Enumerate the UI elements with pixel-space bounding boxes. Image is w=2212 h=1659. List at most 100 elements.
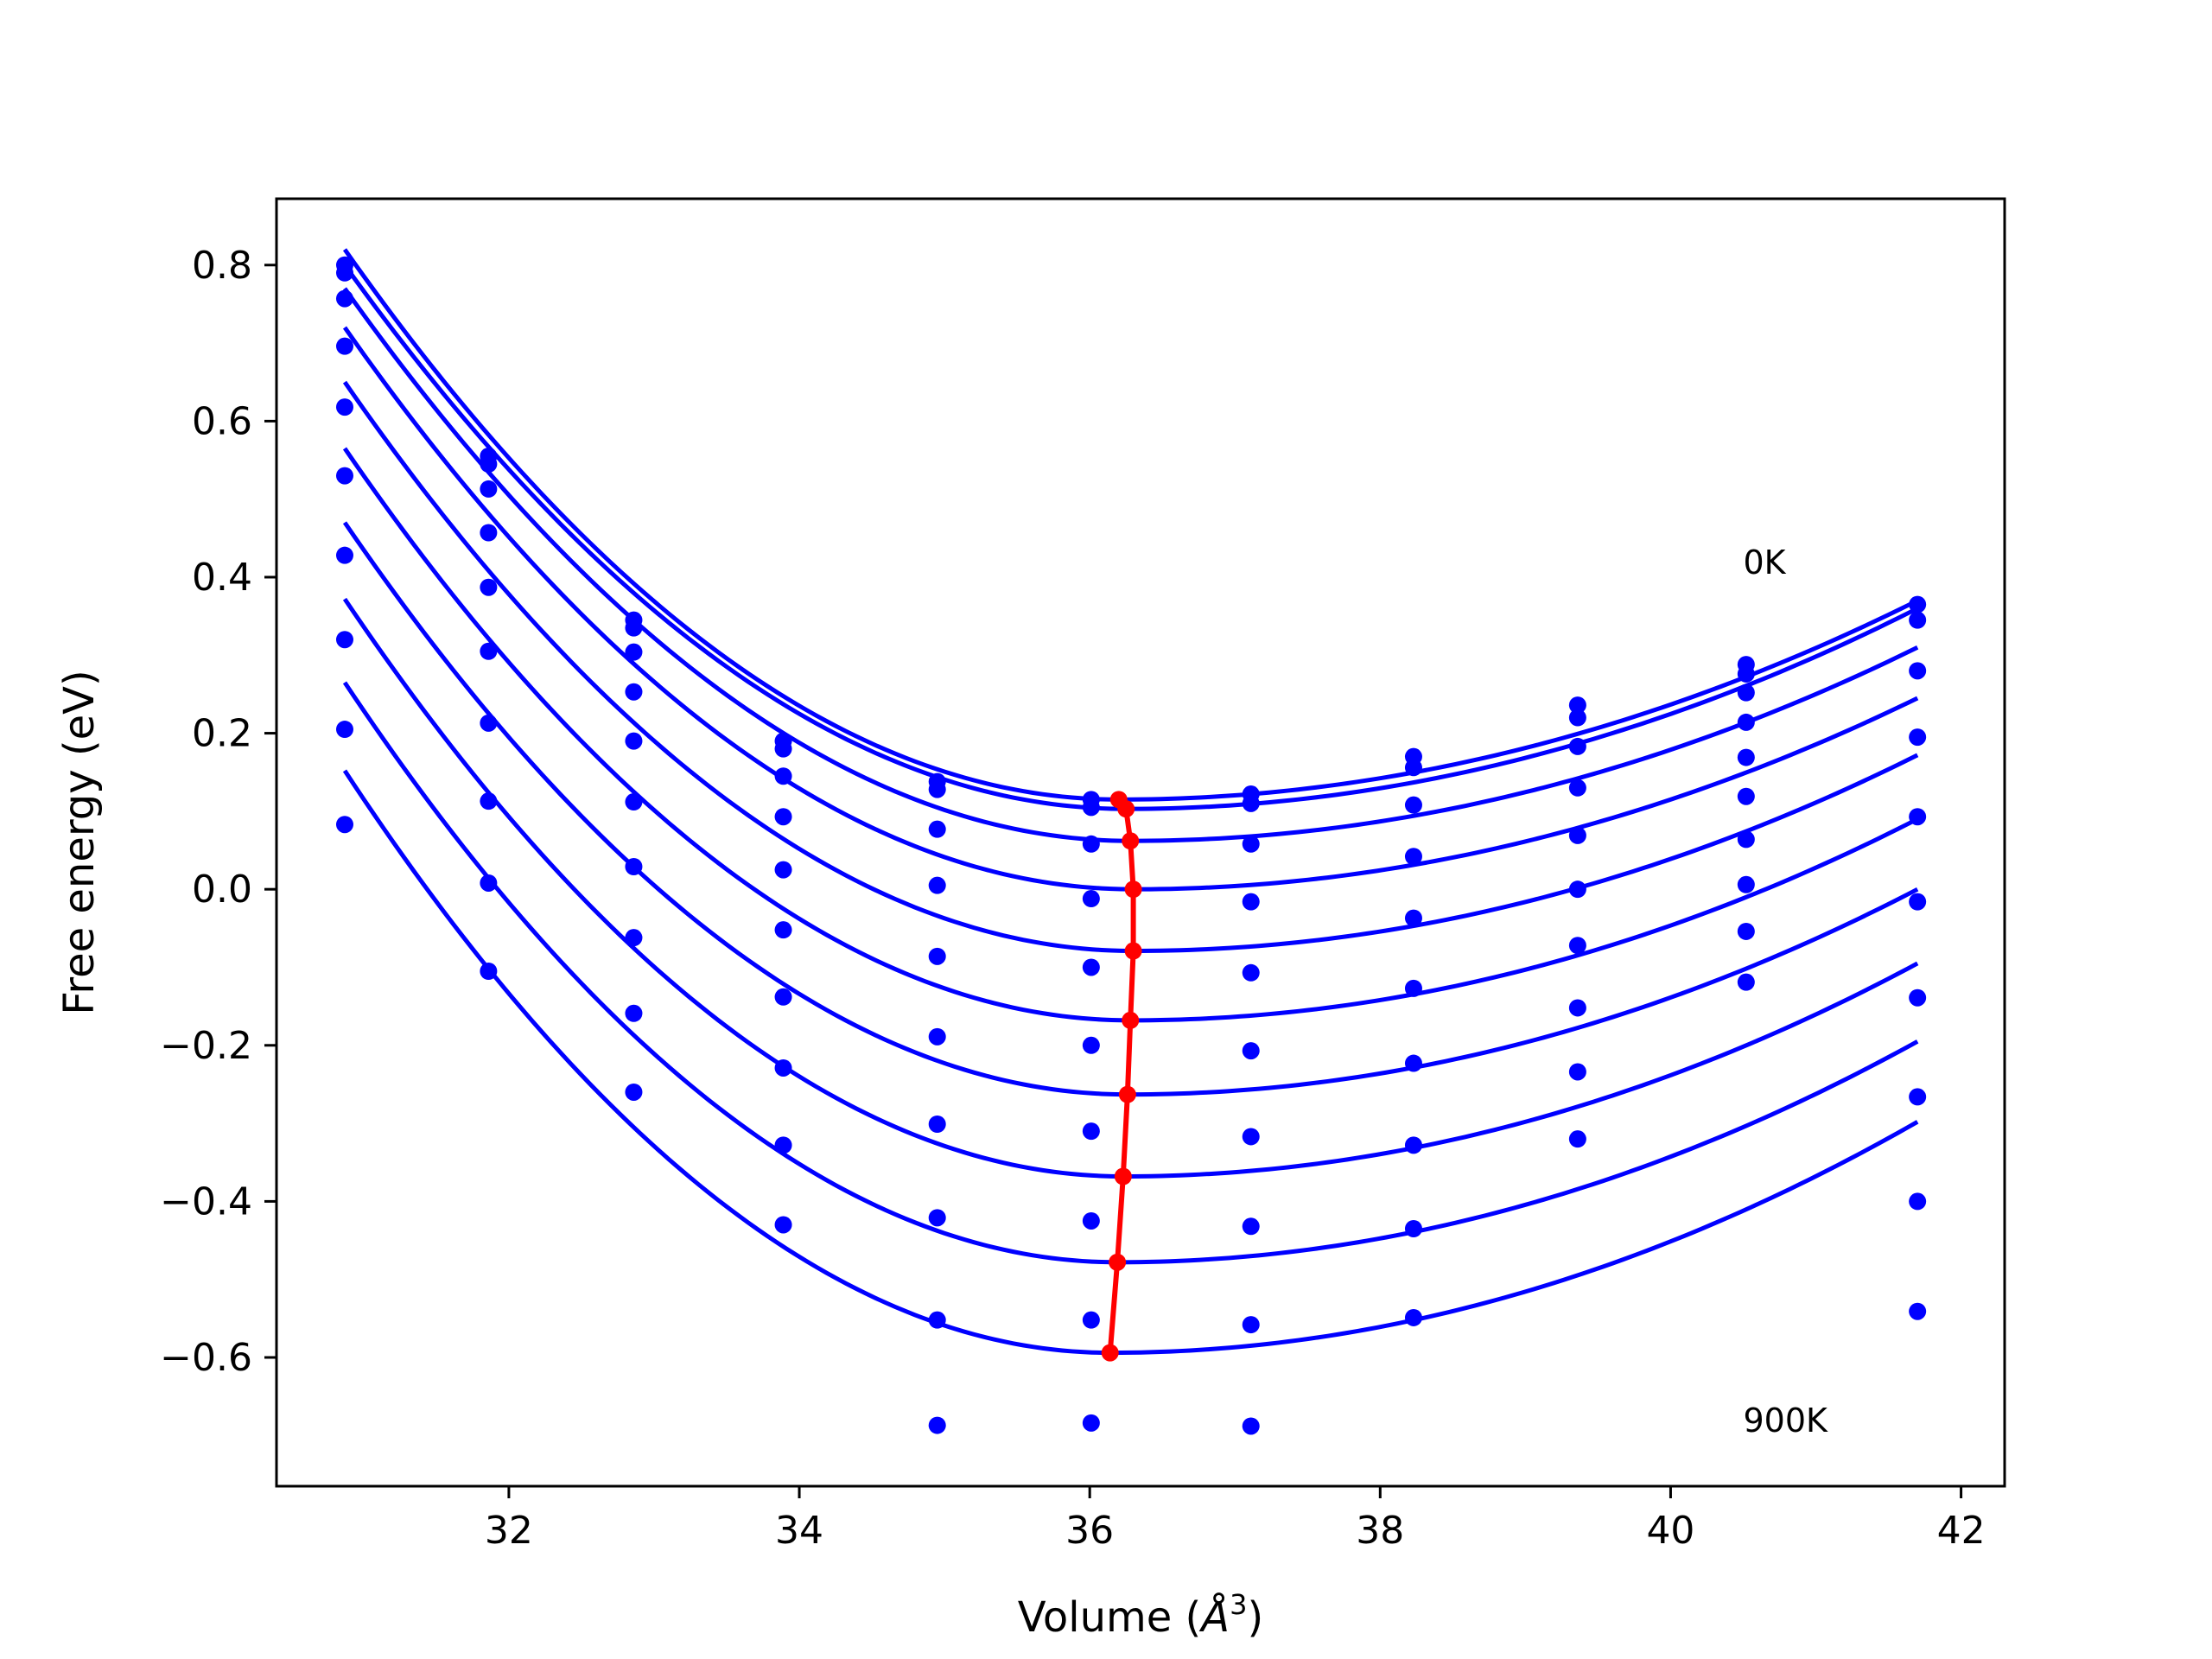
data-point-2-1 bbox=[480, 480, 498, 498]
data-point-4-8 bbox=[1568, 826, 1586, 844]
y-axis-label: Free energy (eV) bbox=[55, 670, 104, 1014]
data-point-7-1 bbox=[480, 792, 498, 810]
minimum-path-point-2 bbox=[1122, 832, 1140, 850]
x-tick-label-5: 42 bbox=[1937, 1509, 1986, 1553]
data-point-1-10 bbox=[1909, 611, 1927, 629]
minimum-path-point-4 bbox=[1124, 942, 1142, 960]
y-tick-label-5: 0.4 bbox=[192, 556, 252, 600]
y-tick-label-2: −0.2 bbox=[160, 1024, 252, 1068]
data-point-3-8 bbox=[1568, 779, 1586, 797]
data-point-7-7 bbox=[1404, 1136, 1422, 1154]
y-tick-label-6: 0.6 bbox=[192, 399, 252, 443]
data-point-5-1 bbox=[480, 642, 498, 660]
y-tick-label-0: −0.6 bbox=[160, 1336, 252, 1380]
data-point-8-3 bbox=[774, 1136, 792, 1154]
data-point-7-8 bbox=[1568, 999, 1586, 1017]
data-point-9-9 bbox=[1737, 973, 1755, 991]
data-point-1-6 bbox=[1242, 794, 1260, 812]
data-point-8-6 bbox=[1242, 1316, 1260, 1334]
data-point-9-8 bbox=[1568, 1130, 1586, 1148]
data-point-4-5 bbox=[1082, 958, 1100, 976]
data-point-1-8 bbox=[1568, 709, 1586, 727]
data-point-1-7 bbox=[1404, 759, 1422, 777]
data-point-1-5 bbox=[1082, 798, 1100, 817]
data-point-1-3 bbox=[774, 740, 792, 758]
data-point-1-1 bbox=[480, 455, 498, 474]
data-point-2-2 bbox=[625, 643, 643, 661]
data-point-5-10 bbox=[1909, 893, 1927, 911]
fit-curve-8 bbox=[342, 681, 1919, 1265]
data-point-4-3 bbox=[774, 861, 792, 879]
data-point-8-9 bbox=[1737, 922, 1755, 940]
y-tick-label-7: 0.8 bbox=[192, 244, 252, 288]
data-point-6-1 bbox=[480, 714, 498, 732]
data-point-6-3 bbox=[774, 988, 792, 1006]
data-point-3-10 bbox=[1909, 728, 1927, 747]
data-point-7-0 bbox=[335, 631, 353, 649]
data-point-6-5 bbox=[1082, 1122, 1100, 1141]
data-point-3-9 bbox=[1737, 713, 1755, 731]
data-point-7-2 bbox=[625, 929, 643, 947]
y-tick-label-3: 0.0 bbox=[192, 868, 252, 912]
data-point-5-4 bbox=[928, 1027, 946, 1046]
minimum-path-point-7 bbox=[1114, 1167, 1132, 1185]
data-point-2-5 bbox=[1082, 835, 1100, 853]
data-point-3-6 bbox=[1242, 893, 1260, 911]
data-point-5-7 bbox=[1404, 979, 1422, 997]
x-axis-label-suffix: ) bbox=[1247, 1593, 1263, 1642]
data-point-6-4 bbox=[928, 1115, 946, 1133]
data-point-3-0 bbox=[335, 337, 353, 355]
plot-area bbox=[335, 248, 1927, 1435]
x-tick-label-0: 32 bbox=[485, 1509, 533, 1553]
minimum-path-point-5 bbox=[1122, 1011, 1140, 1029]
data-point-9-10 bbox=[1909, 1302, 1927, 1320]
fit-curve-0 bbox=[342, 248, 1919, 802]
data-point-4-7 bbox=[1404, 909, 1422, 927]
data-point-4-1 bbox=[480, 578, 498, 596]
data-point-7-6 bbox=[1242, 1217, 1260, 1236]
data-point-1-0 bbox=[335, 264, 353, 282]
data-point-2-6 bbox=[1242, 835, 1260, 853]
data-point-3-3 bbox=[774, 808, 792, 826]
x-axis-label: Volume (Å3) bbox=[1018, 1588, 1263, 1642]
data-point-1-4 bbox=[928, 780, 946, 798]
data-point-8-10 bbox=[1909, 1192, 1927, 1211]
data-point-0-10 bbox=[1909, 595, 1927, 613]
data-point-7-3 bbox=[774, 1058, 792, 1077]
data-point-4-6 bbox=[1242, 963, 1260, 982]
data-point-9-6 bbox=[1242, 1417, 1260, 1435]
data-point-5-2 bbox=[625, 793, 643, 811]
data-point-9-5 bbox=[1082, 1414, 1100, 1432]
data-point-3-5 bbox=[1082, 890, 1100, 908]
x-tick-label-2: 36 bbox=[1065, 1509, 1114, 1553]
data-point-7-10 bbox=[1909, 1088, 1927, 1106]
data-point-8-5 bbox=[1082, 1311, 1100, 1329]
data-point-8-2 bbox=[625, 1004, 643, 1022]
data-point-1-9 bbox=[1737, 664, 1755, 683]
data-point-2-10 bbox=[1909, 662, 1927, 680]
data-point-2-7 bbox=[1404, 796, 1422, 814]
data-point-6-9 bbox=[1737, 830, 1755, 849]
y-tick-label-4: 0.2 bbox=[192, 712, 252, 756]
minimum-path-point-6 bbox=[1118, 1085, 1136, 1103]
data-point-6-7 bbox=[1404, 1054, 1422, 1072]
data-point-9-1 bbox=[480, 963, 498, 980]
data-point-2-3 bbox=[774, 767, 792, 785]
minimum-path-point-9 bbox=[1101, 1344, 1119, 1362]
data-point-2-8 bbox=[1568, 737, 1586, 755]
data-point-3-4 bbox=[928, 876, 946, 894]
data-point-6-8 bbox=[1568, 937, 1586, 955]
data-point-2-4 bbox=[928, 820, 946, 838]
data-point-9-2 bbox=[625, 1083, 643, 1101]
x-axis-label-exponent: 3 bbox=[1230, 1588, 1247, 1621]
data-point-4-10 bbox=[1909, 808, 1927, 826]
data-point-3-1 bbox=[480, 524, 498, 542]
fit-curve-9 bbox=[342, 769, 1919, 1356]
data-point-8-0 bbox=[335, 721, 353, 739]
data-point-8-1 bbox=[480, 874, 498, 892]
data-point-0-8 bbox=[1568, 696, 1586, 715]
data-point-8-8 bbox=[1568, 1063, 1586, 1081]
data-point-6-2 bbox=[625, 857, 643, 875]
data-point-5-9 bbox=[1737, 787, 1755, 805]
